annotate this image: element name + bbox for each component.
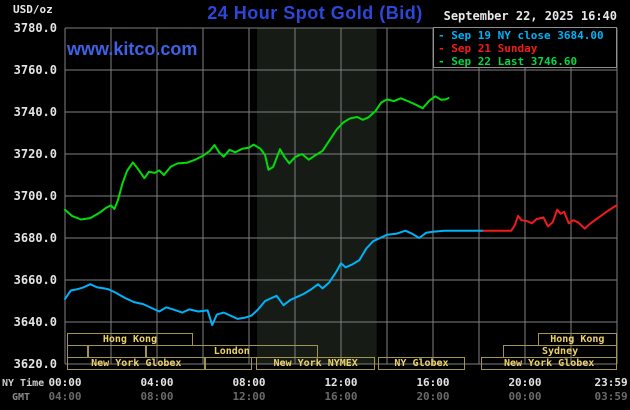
y-axis-tick-label: 3780.0 (13, 21, 57, 35)
y-axis-tick-label: 3660.0 (13, 273, 57, 287)
x-axis-tick-ny: 04:00 (140, 376, 174, 389)
session-box-new-york-globex: New York Globex (67, 357, 206, 370)
session-box (205, 357, 253, 370)
legend-box: - Sep 19 NY close 3684.00- Sep 21 Sunday… (433, 27, 617, 68)
x-axis-tick-gmt: 16:00 (324, 390, 358, 403)
sep19-price-line (64, 229, 485, 327)
y-axis-tick-label: 3700.0 (13, 189, 57, 203)
session-box-new-york-globex: New York Globex (481, 357, 617, 370)
kitco-watermark-link[interactable]: www.kitco.com (67, 39, 198, 59)
x-axis-tick-gmt: 12:00 (232, 390, 266, 403)
x-axis-tick-ny: 00:00 (48, 376, 82, 389)
y-axis-tick-label: 3640.0 (13, 315, 57, 329)
x-axis-tick-gmt: 04:00 (48, 390, 82, 403)
datetime-label: September 22, 2025 16:40 (443, 9, 617, 23)
x-axis-tick-ny: 12:00 (324, 376, 358, 389)
x-axis-tick-ny: 08:00 (232, 376, 266, 389)
y-axis-tick-label: 3620.0 (13, 357, 57, 371)
y-axis-tick-label: 3720.0 (13, 147, 57, 161)
x-axis-row-label-ny-time: NY Time (2, 378, 45, 389)
session-box-ny-globex: NY Globex (377, 357, 466, 370)
unit-label: USD/oz (13, 3, 53, 16)
x-axis-tick-ny: 23:59 (594, 376, 628, 389)
sep21-price-line (482, 204, 618, 232)
x-axis-tick-gmt: 08:00 (140, 390, 174, 403)
session-box-new-york-nymex: New York NYMEX (255, 357, 376, 370)
legend-item: - Sep 21 Sunday (438, 42, 538, 55)
y-axis-tick-label: 3760.0 (13, 63, 57, 77)
x-axis-tick-gmt: 20:00 (416, 390, 450, 403)
x-axis-tick-ny: 16:00 (416, 376, 450, 389)
sep22-price-line (64, 95, 450, 221)
legend-item: - Sep 22 Last 3746.60 (438, 55, 578, 68)
y-axis-tick-label: 3680.0 (13, 231, 57, 245)
x-axis-tick-ny: 20:00 (508, 376, 542, 389)
x-axis-row-label-gmt: GMT (12, 392, 31, 403)
y-axis-tick-label: 3740.0 (13, 105, 57, 119)
x-axis-tick-gmt: 03:59 (594, 390, 628, 403)
legend-item: - Sep 19 NY close 3684.00 (438, 29, 604, 42)
x-axis-tick-gmt: 00:00 (508, 390, 542, 403)
page-title: 24 Hour Spot Gold (Bid) (207, 3, 423, 23)
